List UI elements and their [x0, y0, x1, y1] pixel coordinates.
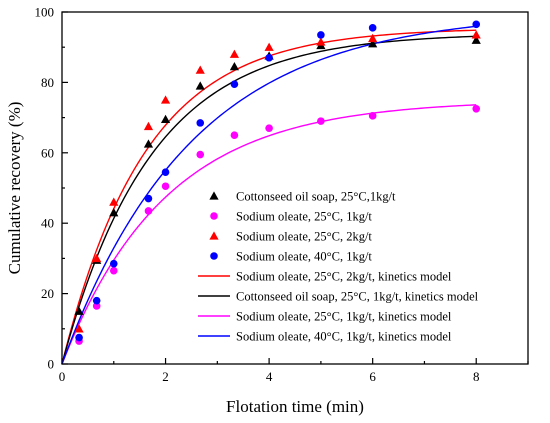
data-point — [471, 30, 481, 39]
data-point — [368, 33, 378, 43]
data-point — [368, 112, 377, 120]
legend-label: Sodium oleate, 25°C, 1kg/t, kinetics mod… — [236, 310, 452, 324]
kinetics-curve — [61, 35, 477, 365]
data-point — [317, 31, 325, 39]
y-tick-label: 0 — [48, 357, 55, 372]
legend-label: Cottonseed oil soap, 25°C, 1kg/t, kineti… — [236, 290, 479, 304]
data-point — [109, 266, 118, 275]
data-point — [264, 42, 274, 51]
y-tick-label: 80 — [41, 75, 54, 90]
data-point — [317, 117, 325, 125]
legend-label: Cottonseed oil soap, 25°C,1kg/t — [236, 190, 396, 204]
data-point — [92, 296, 101, 305]
legend-marker — [210, 252, 218, 260]
x-axis: 0 2 4 6 8 — [59, 358, 529, 384]
data-point — [229, 61, 240, 71]
data-point — [74, 306, 84, 315]
data-point — [109, 259, 118, 268]
data-point — [75, 333, 83, 342]
y-tick-label: 100 — [35, 5, 55, 20]
x-tick-label: 6 — [369, 369, 376, 384]
plot-area — [61, 11, 529, 365]
data-point — [196, 119, 205, 127]
data-point — [74, 324, 84, 333]
x-tick-label: 2 — [162, 369, 169, 384]
y-tick-label: 60 — [41, 145, 54, 160]
x-tick-label: 8 — [473, 369, 480, 384]
data-point — [472, 105, 481, 113]
data-point — [265, 124, 273, 132]
legend-label: Sodium oleate, 25°C, 2kg/t, kinetics mod… — [236, 270, 452, 284]
x-tick-label: 4 — [266, 369, 273, 384]
data-point — [229, 49, 240, 58]
x-axis-title: Flotation time (min) — [226, 397, 364, 416]
data-point — [160, 114, 171, 124]
y-tick-label: 40 — [41, 216, 54, 231]
y-tick-label: 20 — [41, 286, 54, 301]
kinetics-curve — [61, 25, 477, 365]
data-point — [368, 39, 378, 48]
data-point — [230, 131, 239, 139]
data-point — [92, 302, 101, 310]
data-point — [265, 53, 273, 62]
legend-label: Sodium oleate, 25°C, 1kg/t — [236, 210, 372, 224]
data-point — [472, 20, 481, 29]
legend-marker — [210, 212, 218, 220]
data-point — [144, 194, 153, 203]
data-point — [161, 182, 170, 191]
data-point — [144, 207, 153, 215]
legend-label: Sodium oleate, 40°C, 1kg/t, kinetics mod… — [236, 330, 452, 344]
data-point — [143, 121, 154, 131]
data-point — [195, 81, 205, 90]
legend-marker — [209, 231, 219, 240]
data-point — [368, 24, 377, 32]
y-axis: 0 20 40 60 80 100 — [35, 5, 68, 372]
legend-label: Sodium oleate, 25°C, 2kg/t — [236, 230, 372, 244]
x-tick-label: 0 — [59, 369, 66, 384]
data-point — [316, 37, 326, 46]
legend-marker — [209, 191, 219, 200]
data-point — [196, 150, 205, 159]
data-point — [92, 253, 102, 263]
data-point — [143, 139, 154, 148]
data-point — [195, 65, 205, 74]
kinetics-curve — [61, 104, 477, 365]
data-point — [161, 168, 170, 176]
data-point — [160, 95, 171, 104]
data-point — [109, 197, 119, 206]
data-point — [230, 80, 239, 88]
legend: Cottonseed oil soap, 25°C,1kg/t Sodium ol… — [198, 190, 479, 344]
data-point — [109, 208, 119, 217]
legend-label: Sodium oleate, 40°C, 1kg/t — [236, 250, 372, 264]
data-point — [471, 35, 481, 44]
y-axis-title: Cumulative recovery (%) — [5, 102, 24, 275]
